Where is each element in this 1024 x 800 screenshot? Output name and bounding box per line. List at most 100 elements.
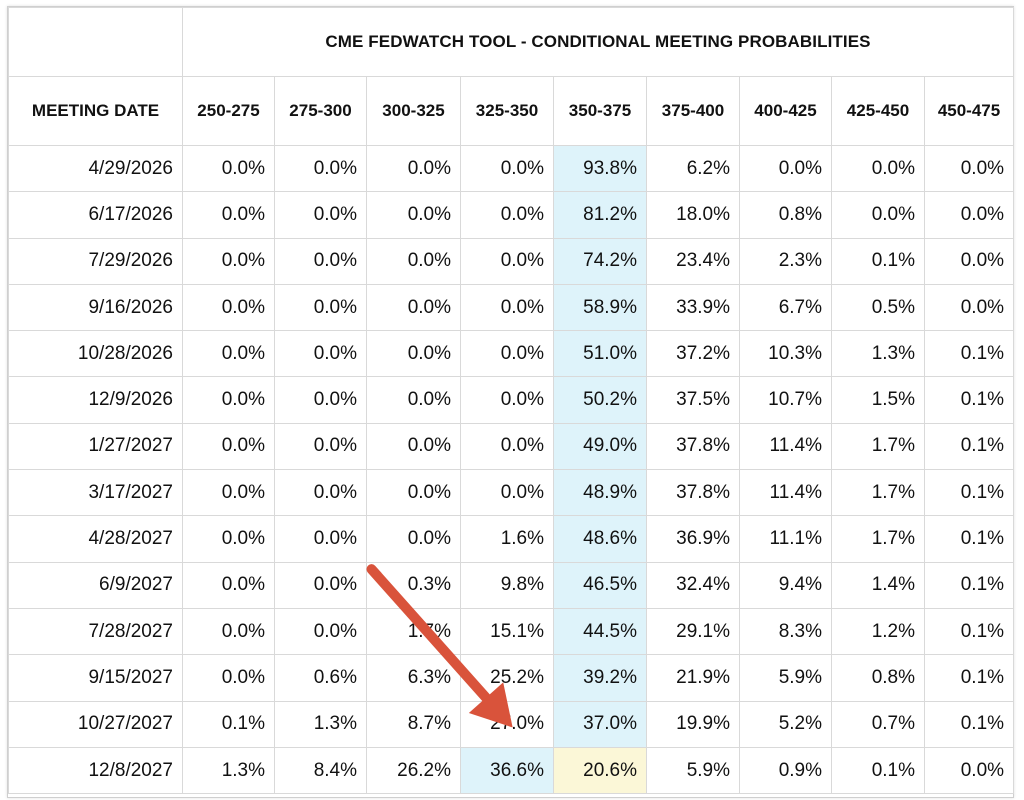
probability-cell: 0.8% — [739, 191, 832, 239]
probability-cell: 0.0% — [460, 330, 554, 378]
probability-cell: 58.9% — [553, 283, 647, 332]
probability-cell: 0.0% — [460, 376, 554, 424]
probability-cell: 74.2% — [553, 237, 647, 285]
probability-cell: 0.0% — [274, 144, 367, 193]
probability-cell: 0.0% — [182, 654, 275, 702]
probability-cell: 0.1% — [923, 561, 1015, 609]
probability-cell: 0.0% — [274, 237, 367, 285]
probability-cell: 1.3% — [182, 746, 275, 795]
probability-cell: 0.0% — [182, 330, 275, 378]
probability-cell: 8.3% — [739, 607, 832, 656]
corner-cell — [8, 7, 183, 77]
probability-cell: 23.4% — [646, 237, 740, 285]
probability-cell: 0.0% — [366, 469, 461, 517]
probability-cell: 0.0% — [366, 283, 461, 332]
probability-cell: 0.9% — [739, 746, 832, 795]
table-row: 10/28/2026 0.0% 0.0% 0.0% 0.0% 51.0% 37.2% 10.3… — [8, 330, 1015, 378]
probability-cell: 9.4% — [739, 561, 832, 609]
probability-cell: 0.0% — [182, 607, 275, 656]
probability-cell: 2.3% — [739, 237, 832, 285]
probability-cell: 0.0% — [274, 422, 367, 471]
probability-cell: 32.4% — [646, 561, 740, 609]
probability-cell: 0.0% — [460, 469, 554, 517]
probability-cell: 10.3% — [739, 330, 832, 378]
probability-cell: 0.0% — [274, 330, 367, 378]
probability-cell: 0.1% — [923, 422, 1015, 471]
probability-cell: 1.3% — [831, 330, 925, 378]
probability-cell: 19.9% — [646, 700, 740, 748]
probability-cell: 0.0% — [460, 422, 554, 471]
probability-cell: 50.2% — [553, 376, 647, 424]
meeting-date-cell: 12/9/2026 — [8, 376, 183, 424]
probability-cell: 21.9% — [646, 654, 740, 702]
probability-cell: 0.0% — [274, 283, 367, 332]
probability-cell: 25.2% — [460, 654, 554, 702]
table-row: 4/29/2026 0.0% 0.0% 0.0% 0.0% 93.8% 6.2% 0.0% 0.… — [8, 144, 1015, 193]
probability-cell: 0.0% — [366, 376, 461, 424]
probability-cell: 44.5% — [553, 607, 647, 656]
table-row: 12/8/2027 1.3% 8.4% 26.2% 36.6% 20.6% 5.9% 0.9%… — [8, 746, 1015, 795]
probability-cell: 0.0% — [460, 283, 554, 332]
probability-cell: 11.4% — [739, 422, 832, 471]
table-row: 4/28/2027 0.0% 0.0% 0.0% 1.6% 48.6% 36.9% 11.1%… — [8, 515, 1015, 563]
column-header: 375-400 — [646, 76, 740, 146]
title-row: CME FEDWATCH TOOL - CONDITIONAL MEETING … — [8, 7, 1015, 77]
probability-cell: 0.3% — [366, 561, 461, 609]
meeting-date-cell: 10/28/2026 — [8, 330, 183, 378]
probability-cell: 0.0% — [460, 191, 554, 239]
probability-cell: 0.8% — [831, 654, 925, 702]
meeting-date-cell: 6/17/2026 — [8, 191, 183, 239]
probability-cell: 0.0% — [366, 330, 461, 378]
meeting-date-header: MEETING DATE — [8, 76, 183, 146]
probability-cell: 29.1% — [646, 607, 740, 656]
probabilities-table: CME FEDWATCH TOOL - CONDITIONAL MEETING … — [8, 7, 1015, 795]
probability-cell: 0.5% — [831, 283, 925, 332]
probability-cell: 0.0% — [923, 237, 1015, 285]
table-body: 4/29/2026 0.0% 0.0% 0.0% 0.0% 93.8% 6.2% 0.0% 0.… — [8, 144, 1015, 795]
probability-cell: 0.1% — [923, 654, 1015, 702]
probability-cell: 0.0% — [274, 469, 367, 517]
probability-cell: 0.0% — [831, 191, 925, 239]
probability-cell: 0.7% — [831, 700, 925, 748]
probability-cell: 0.0% — [182, 283, 275, 332]
probability-cell: 0.0% — [923, 191, 1015, 239]
probability-cell: 0.1% — [831, 237, 925, 285]
probability-cell: 0.0% — [460, 237, 554, 285]
probability-cell: 1.7% — [831, 422, 925, 471]
table-title: CME FEDWATCH TOOL - CONDITIONAL MEETING … — [181, 7, 1015, 77]
probability-cell: 6.3% — [366, 654, 461, 702]
table-row: 1/27/2027 0.0% 0.0% 0.0% 0.0% 49.0% 37.8% 11.4%… — [8, 422, 1015, 471]
column-header: 300-325 — [366, 76, 461, 146]
probability-cell: 11.1% — [739, 515, 832, 563]
meeting-date-cell: 3/17/2027 — [8, 469, 183, 517]
meeting-date-cell: 10/27/2027 — [8, 700, 183, 748]
probability-cell: 0.0% — [366, 515, 461, 563]
probability-cell: 0.0% — [366, 191, 461, 239]
header-row: MEETING DATE 250-275 275-300 300-325 325-35… — [8, 76, 1015, 146]
probability-cell: 0.0% — [274, 607, 367, 656]
meeting-date-cell: 1/27/2027 — [8, 422, 183, 471]
probability-cell: 0.0% — [182, 469, 275, 517]
probability-cell: 15.1% — [460, 607, 554, 656]
probability-cell: 37.5% — [646, 376, 740, 424]
table-row: 10/27/2027 0.1% 1.3% 8.7% 27.0% 37.0% 19.9% 5.2… — [8, 700, 1015, 748]
probability-cell: 10.7% — [739, 376, 832, 424]
probability-cell: 0.0% — [274, 515, 367, 563]
probability-cell: 0.1% — [831, 746, 925, 795]
probability-cell: 0.0% — [366, 237, 461, 285]
probability-cell: 18.0% — [646, 191, 740, 239]
meeting-date-cell: 9/16/2026 — [8, 283, 183, 332]
table-row: 6/9/2027 0.0% 0.0% 0.3% 9.8% 46.5% 32.4% 9.4% 1.… — [8, 561, 1015, 609]
probability-cell: 0.0% — [739, 144, 832, 193]
probability-cell: 1.4% — [831, 561, 925, 609]
meeting-date-cell: 9/15/2027 — [8, 654, 183, 702]
probability-cell: 0.0% — [366, 144, 461, 193]
probability-cell: 0.1% — [923, 376, 1015, 424]
table-row: 7/29/2026 0.0% 0.0% 0.0% 0.0% 74.2% 23.4% 2.3% 0… — [8, 237, 1015, 285]
probability-cell: 39.2% — [553, 654, 647, 702]
column-header: 325-350 — [460, 76, 554, 146]
probability-cell: 1.7% — [366, 607, 461, 656]
meeting-date-cell: 4/29/2026 — [8, 144, 183, 193]
probability-cell: 0.0% — [182, 376, 275, 424]
probability-cell: 1.2% — [831, 607, 925, 656]
